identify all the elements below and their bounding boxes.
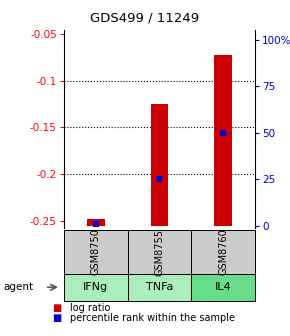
Text: TNFa: TNFa [146, 282, 173, 292]
Text: GSM8755: GSM8755 [155, 228, 164, 276]
Text: GSM8760: GSM8760 [218, 228, 228, 276]
Text: log ratio: log ratio [70, 303, 110, 313]
Text: agent: agent [3, 282, 33, 292]
Text: percentile rank within the sample: percentile rank within the sample [70, 312, 235, 323]
Text: GDS499 / 11249: GDS499 / 11249 [90, 12, 200, 25]
Text: ■: ■ [52, 303, 61, 313]
Text: IL4: IL4 [215, 282, 232, 292]
Bar [87, 219, 105, 226]
Text: IFNg: IFNg [83, 282, 108, 292]
Bar [214, 55, 232, 226]
Bar [151, 104, 168, 226]
Text: GSM8750: GSM8750 [91, 228, 101, 276]
Text: ■: ■ [52, 312, 61, 323]
